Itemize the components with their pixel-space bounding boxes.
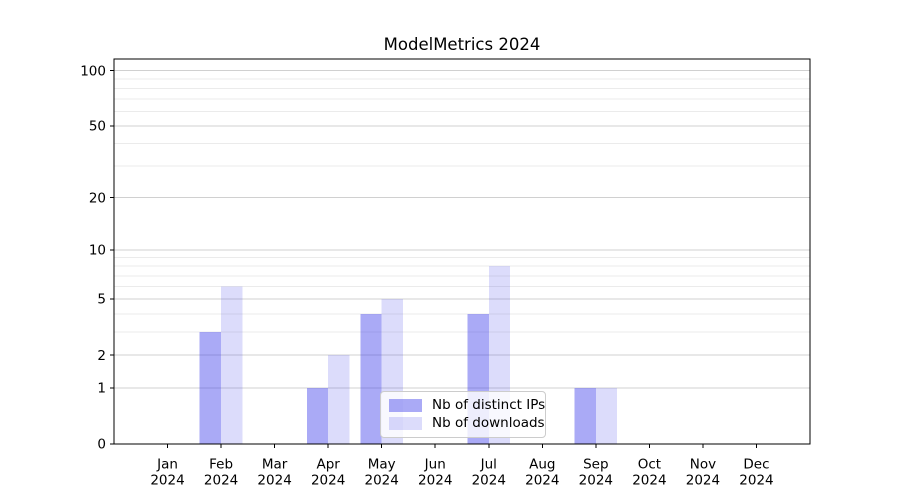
legend-swatch-distinct-ips	[389, 398, 422, 412]
x-tick-label-apr-year: 2024	[311, 473, 345, 489]
legend-label-distinct-ips: Nb of distinct IPs	[432, 396, 546, 413]
axes-frame	[113, 58, 811, 445]
bar-sep-nb-of-distinct-ips	[574, 387, 596, 444]
y-tick-label-0: 0	[97, 437, 106, 453]
y-tick-label-100: 100	[80, 63, 106, 79]
legend-item-downloads: Nb of downloads	[389, 415, 545, 434]
x-tick-label-aug: Aug	[529, 457, 555, 473]
bar-feb-nb-of-distinct-ips	[199, 331, 222, 444]
x-tick-label-sep: Sep	[583, 457, 608, 473]
x-tick-label-apr: Apr	[316, 457, 340, 473]
legend-label-downloads: Nb of downloads	[432, 415, 545, 431]
x-tick-label-feb: Feb	[209, 457, 233, 473]
y-tick-label-5: 5	[97, 292, 106, 308]
y-tick-label-10: 10	[89, 243, 106, 259]
x-tick-label-may-year: 2024	[365, 473, 399, 489]
bar-apr-nb-of-downloads	[328, 355, 350, 444]
bar-feb-nb-of-downloads	[221, 286, 243, 444]
bar-may-nb-of-distinct-ips	[360, 313, 382, 444]
y-tick-label-20: 20	[89, 190, 106, 206]
legend: Nb of distinct IPs Nb of downloads	[380, 391, 546, 438]
x-tick-label-may: May	[368, 457, 396, 473]
y-tick-label-1: 1	[97, 381, 106, 397]
legend-item-distinct-ips: Nb of distinct IPs	[389, 396, 545, 415]
bar-sep-nb-of-downloads	[595, 387, 618, 444]
x-tick-label-mar: Mar	[262, 457, 288, 473]
x-tick-label-aug-year: 2024	[525, 473, 559, 489]
x-tick-label-sep-year: 2024	[579, 473, 613, 489]
x-tick-label-jul-year: 2024	[472, 473, 506, 489]
x-tick-label-jan-year: 2024	[150, 473, 184, 489]
y-tick-label-50: 50	[89, 119, 106, 135]
x-tick-label-jul: Jul	[480, 457, 497, 473]
legend-swatch-downloads	[389, 417, 422, 431]
x-tick-label-oct-year: 2024	[632, 473, 666, 489]
x-tick-label-dec-year: 2024	[739, 473, 773, 489]
bar-apr-nb-of-distinct-ips	[306, 387, 329, 444]
x-tick-label-jun-year: 2024	[418, 473, 452, 489]
chart-title: ModelMetrics 2024	[383, 35, 541, 54]
x-tick-label-mar-year: 2024	[257, 473, 291, 489]
x-tick-label-jan: Jan	[156, 457, 178, 473]
x-tick-label-nov-year: 2024	[686, 473, 720, 489]
x-tick-label-oct: Oct	[638, 457, 661, 473]
x-tick-label-dec: Dec	[743, 457, 769, 473]
x-tick-label-feb-year: 2024	[204, 473, 238, 489]
x-tick-label-nov: Nov	[690, 457, 716, 473]
x-tick-label-jun: Jun	[424, 457, 446, 473]
y-tick-label-2: 2	[97, 348, 106, 364]
